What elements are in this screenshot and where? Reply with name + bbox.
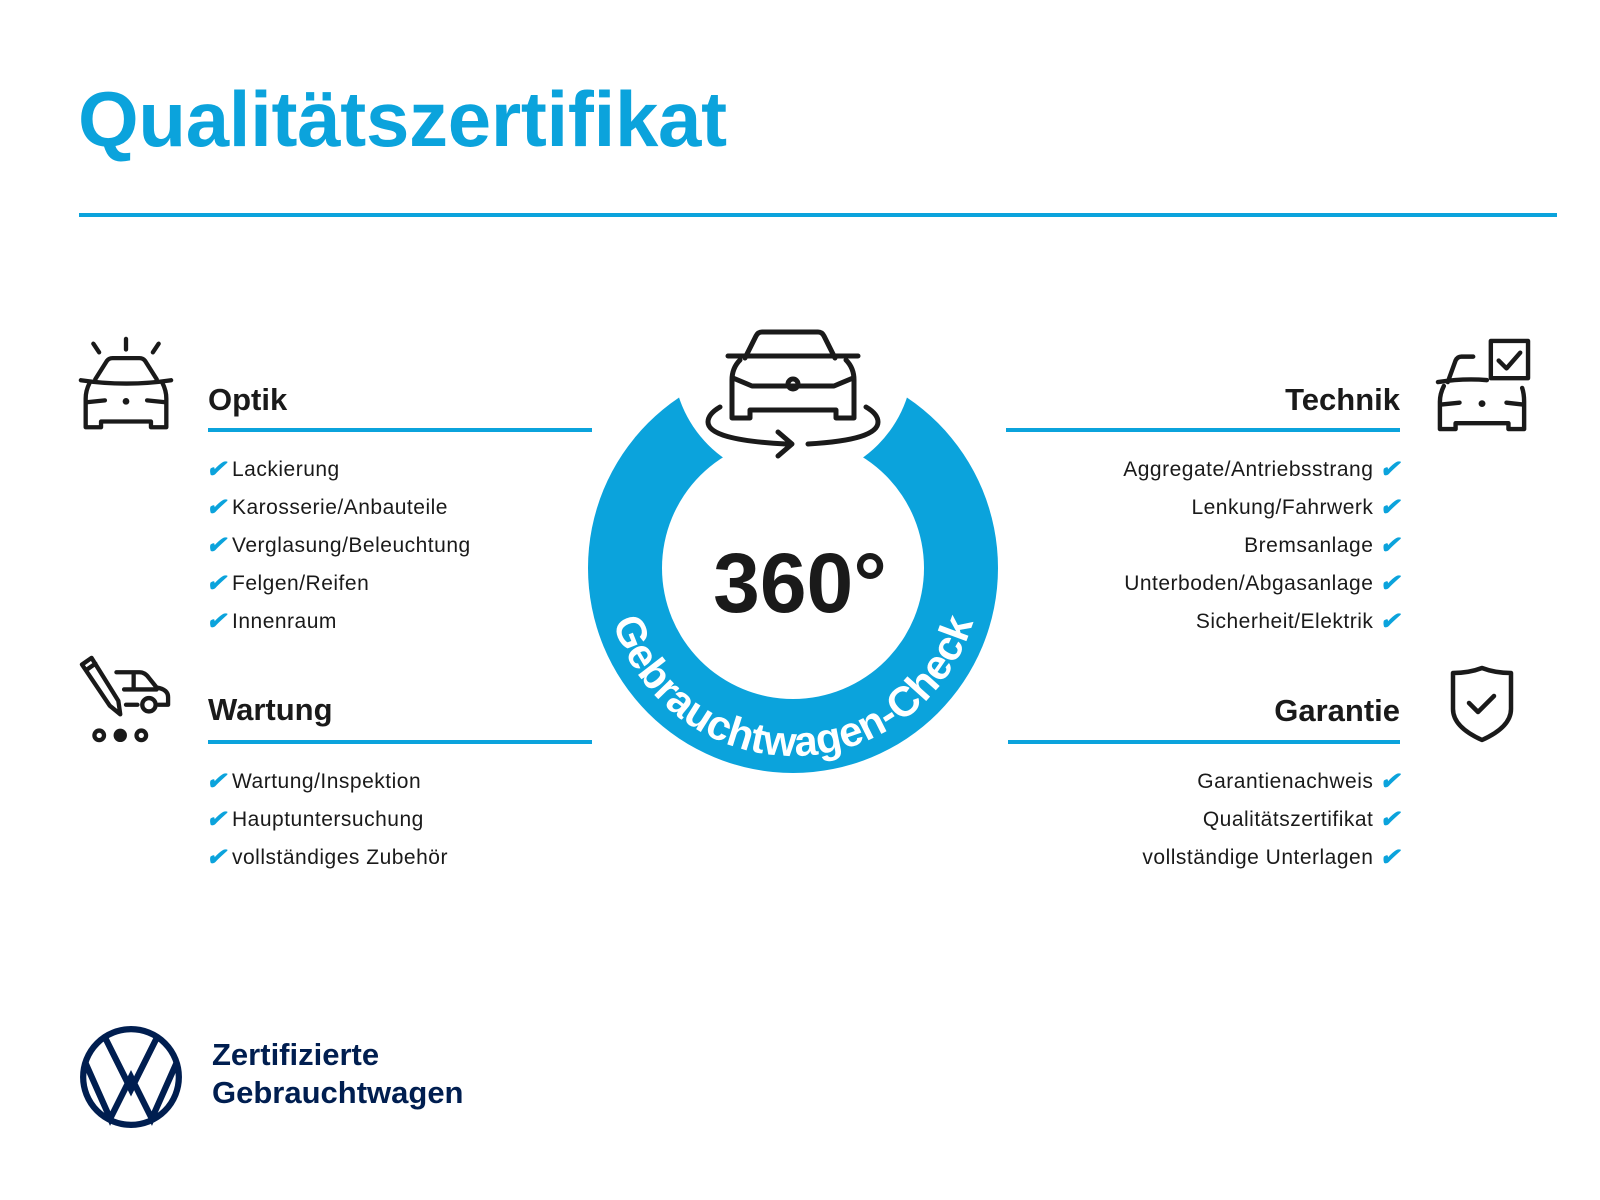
list-item: Unterboden/Abgasanlage ✔ (1123, 565, 1400, 603)
section-divider-optik (208, 428, 592, 432)
item-label: Innenraum (232, 610, 337, 633)
list-item: Sicherheit/Elektrik ✔ (1123, 603, 1400, 641)
checklist-wartung: ✔ Wartung/Inspektion ✔ Hauptuntersuchung ✔… (206, 763, 448, 877)
list-item: ✔ Wartung/Inspektion (206, 763, 448, 801)
item-label: Karosserie/Anbauteile (232, 496, 448, 519)
vw-logo (80, 1026, 182, 1128)
item-label: Verglasung/Beleuchtung (232, 534, 471, 557)
checklist-garantie: Garantienachweis ✔ Qualitätszertifikat ✔ v… (1142, 763, 1400, 877)
check-icon: ✔ (206, 768, 227, 795)
list-item: ✔ Innenraum (206, 603, 471, 641)
check-icon: ✔ (1379, 494, 1400, 521)
car-lights-icon (78, 336, 174, 430)
footer-line-2: Gebrauchtwagen (212, 1075, 464, 1110)
check-icon: ✔ (206, 608, 227, 635)
section-heading-optik: Optik (208, 382, 288, 417)
section-divider-technik (1006, 428, 1400, 432)
item-label: Wartung/Inspektion (232, 770, 422, 793)
checklist-optik: ✔ Lackierung ✔ Karosserie/Anbauteile ✔ Verg… (206, 451, 471, 641)
item-label: Bremsanlage (1244, 534, 1374, 557)
checklist-technik: Aggregate/Antriebsstrang ✔ Lenkung/Fahrwe… (1123, 451, 1400, 641)
check-icon: ✔ (1379, 456, 1400, 483)
section-heading-wartung: Wartung (208, 692, 333, 727)
list-item: ✔ Karosserie/Anbauteile (206, 489, 471, 527)
list-item: Garantienachweis ✔ (1142, 763, 1400, 801)
check-icon: ✔ (206, 570, 227, 597)
list-item: ✔ Felgen/Reifen (206, 565, 471, 603)
item-label: Lackierung (232, 458, 340, 481)
shield-check-icon (1450, 665, 1514, 743)
badge-value: 360° (713, 536, 887, 630)
list-item: ✔ Hauptuntersuchung (206, 801, 448, 839)
item-label: Lenkung/Fahrwerk (1191, 496, 1374, 519)
check-icon: ✔ (206, 844, 227, 871)
item-label: vollständiges Zubehör (232, 846, 448, 869)
item-label: Sicherheit/Elektrik (1195, 610, 1374, 633)
item-label: Aggregate/Antriebsstrang (1123, 458, 1374, 481)
section-divider-garantie (1008, 740, 1400, 744)
page-title: Qualitätszertifikat (78, 75, 727, 163)
check-icon: ✔ (1379, 532, 1400, 559)
check-icon: ✔ (206, 532, 227, 559)
list-item: ✔ Lackierung (206, 451, 471, 489)
footer-brand-text: Zertifizierte Gebrauchtwagen (212, 1036, 464, 1112)
check-icon: ✔ (1379, 806, 1400, 833)
list-item: Bremsanlage ✔ (1123, 527, 1400, 565)
footer-line-1: Zertifizierte (212, 1037, 380, 1072)
item-label: Unterboden/Abgasanlage (1124, 572, 1374, 595)
list-item: Qualitätszertifikat ✔ (1142, 801, 1400, 839)
check-icon: ✔ (1379, 844, 1400, 871)
list-item: Aggregate/Antriebsstrang ✔ (1123, 451, 1400, 489)
check-icon: ✔ (1379, 768, 1400, 795)
section-heading-garantie: Garantie (1274, 693, 1400, 728)
item-label: Felgen/Reifen (232, 572, 370, 595)
service-van-pencil-icon (79, 655, 171, 743)
check-icon: ✔ (1379, 608, 1400, 635)
item-label: Garantienachweis (1197, 770, 1374, 793)
check-icon: ✔ (206, 456, 227, 483)
list-item: Lenkung/Fahrwerk ✔ (1123, 489, 1400, 527)
car-rotate-icon (705, 329, 881, 459)
car-checkbox-icon (1435, 338, 1531, 432)
list-item: ✔ Verglasung/Beleuchtung (206, 527, 471, 565)
badge-arc-text: Gebrauchtwagen-Check (604, 608, 982, 766)
list-item: vollständige Unterlagen ✔ (1142, 839, 1400, 877)
badge-ring (588, 363, 998, 773)
item-label: Qualitätszertifikat (1202, 808, 1374, 831)
title-divider (79, 213, 1557, 217)
list-item: ✔ vollständiges Zubehör (206, 839, 448, 877)
section-divider-wartung (208, 740, 592, 744)
section-heading-technik: Technik (1285, 382, 1400, 417)
check-icon: ✔ (206, 494, 227, 521)
check-icon: ✔ (206, 806, 227, 833)
check-icon: ✔ (1379, 570, 1400, 597)
item-label: vollständige Unterlagen (1142, 846, 1374, 869)
item-label: Hauptuntersuchung (232, 808, 424, 831)
